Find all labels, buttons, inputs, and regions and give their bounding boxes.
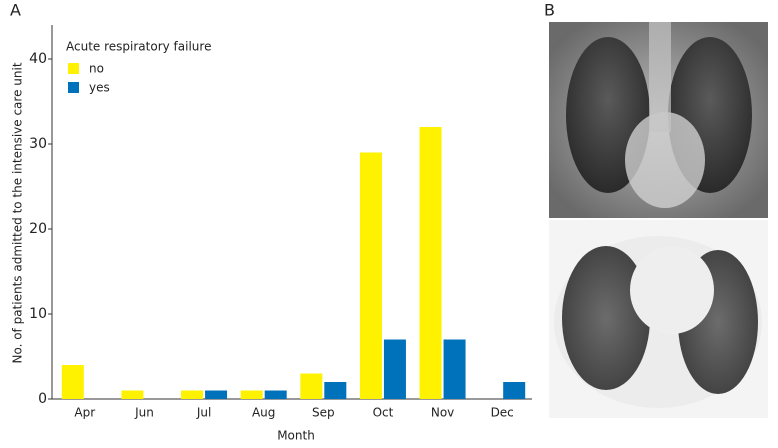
- bar: [121, 390, 144, 399]
- panel-label: B: [544, 1, 555, 20]
- legend-title: Acute respiratory failure: [66, 40, 211, 54]
- x-axis-title: Month: [277, 429, 315, 443]
- x-tick-label: Nov: [431, 406, 454, 420]
- x-tick-label: Apr: [74, 406, 95, 420]
- bar: [419, 127, 442, 399]
- x-tick-label: Oct: [373, 406, 394, 420]
- bar: [383, 339, 406, 399]
- bar: [359, 152, 382, 399]
- y-tick-label: 30: [29, 136, 47, 152]
- bar: [300, 373, 323, 399]
- x-tick-label: Jun: [134, 406, 154, 420]
- bar: [205, 390, 228, 399]
- y-tick-label: 20: [29, 221, 47, 237]
- bar: [503, 382, 526, 399]
- bar: [324, 382, 347, 399]
- bar: [240, 390, 263, 399]
- panel-label: A: [10, 1, 21, 20]
- y-tick-label: 0: [38, 391, 47, 407]
- bar: [264, 390, 287, 399]
- xray-image: [549, 22, 768, 218]
- legend-swatch: [68, 82, 79, 93]
- legend-label: yes: [89, 81, 110, 95]
- ct-image: [549, 220, 768, 418]
- bar: [443, 339, 466, 399]
- x-tick-label: Sep: [312, 406, 335, 420]
- x-tick-label: Jul: [196, 406, 211, 420]
- y-axis-title: No. of patients admitted to the intensiv…: [11, 62, 25, 363]
- legend-swatch: [68, 63, 79, 74]
- y-tick-label: 10: [29, 306, 47, 322]
- y-tick-label: 40: [29, 51, 47, 67]
- bar: [181, 390, 204, 399]
- bar: [61, 365, 84, 399]
- legend-label: no: [89, 62, 104, 76]
- x-tick-label: Dec: [491, 406, 514, 420]
- x-tick-label: Aug: [252, 406, 275, 420]
